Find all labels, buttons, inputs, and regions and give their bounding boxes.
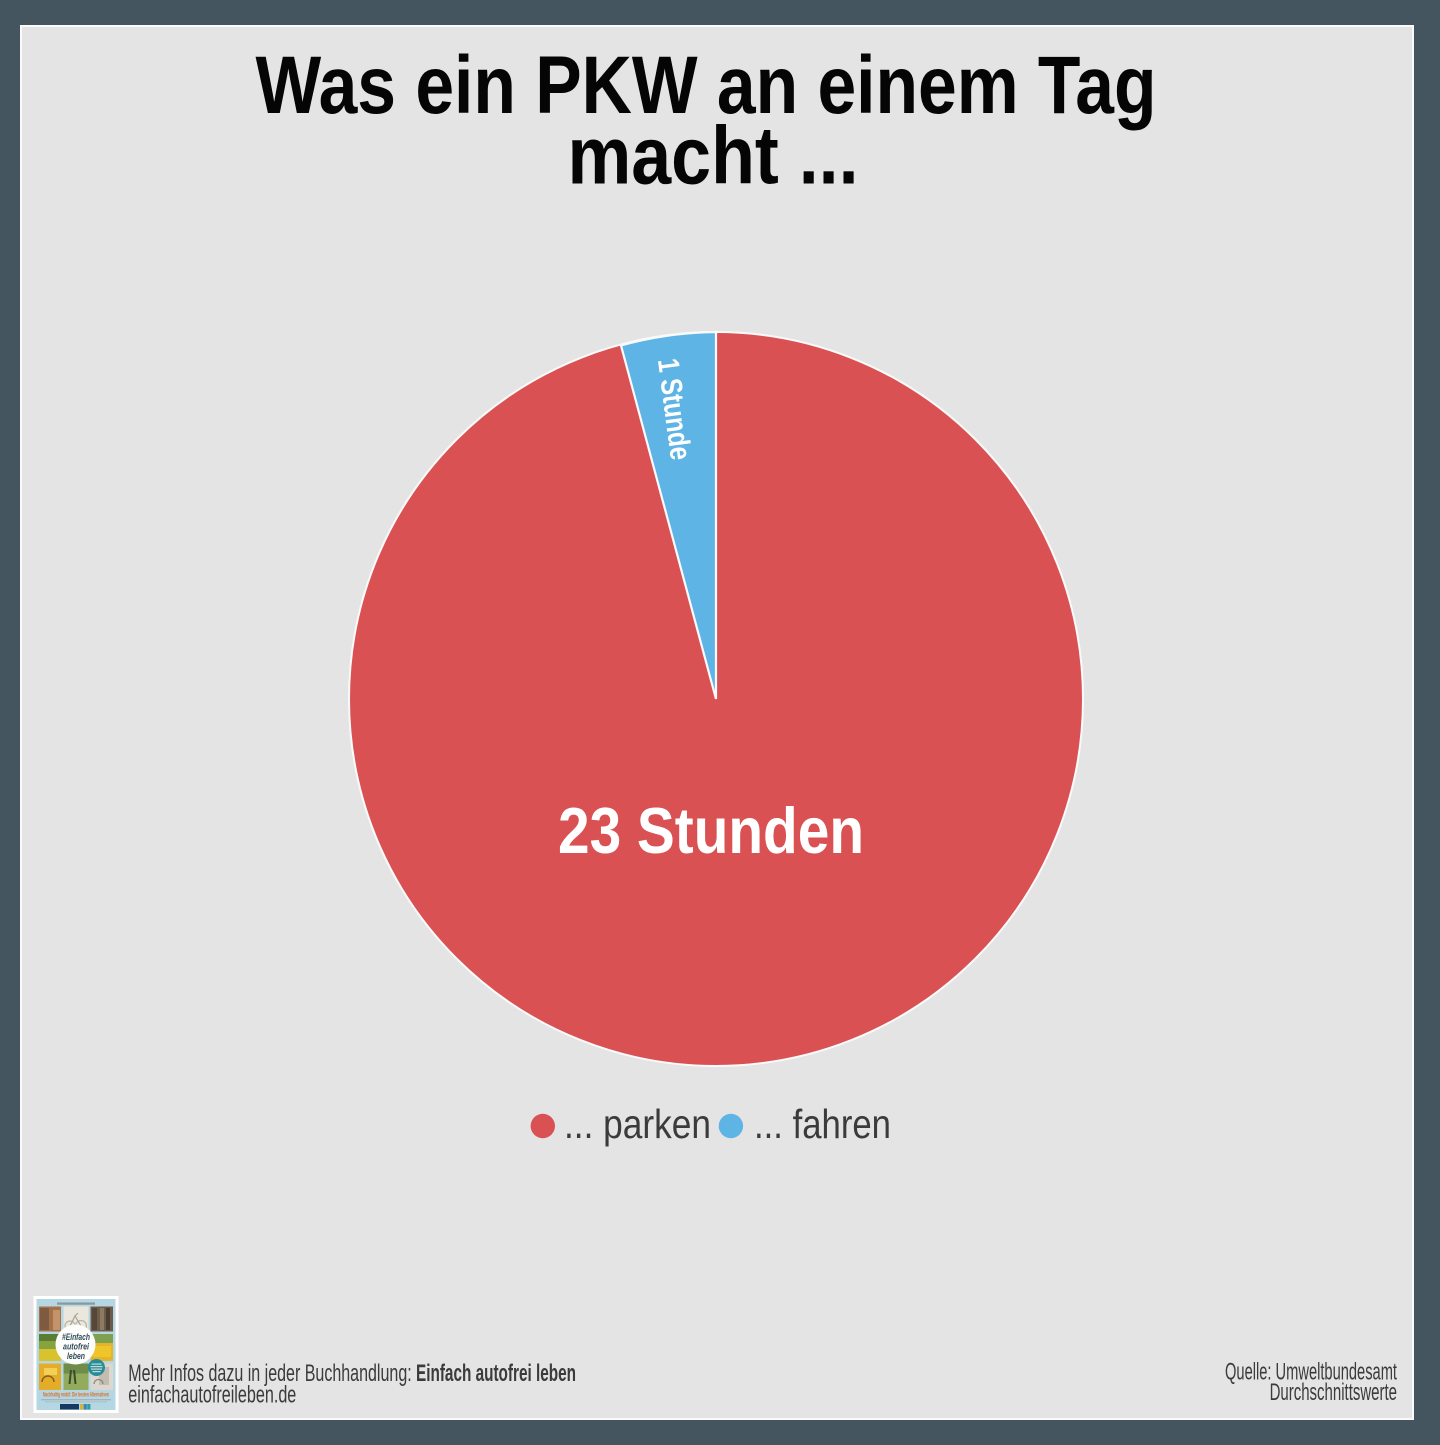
svg-text:... parken: ... parken — [564, 1101, 711, 1147]
svg-text:autofrei: autofrei — [63, 1342, 89, 1352]
svg-text:leben: leben — [67, 1351, 85, 1361]
svg-text:einfachautofreileben.de: einfachautofreileben.de — [128, 1382, 296, 1409]
svg-text:macht ...: macht ... — [568, 111, 859, 202]
svg-text:#Einfach: #Einfach — [62, 1332, 90, 1342]
svg-text:Was ein PKW an einem Tag: Was ein PKW an einem Tag — [256, 40, 1157, 131]
svg-text:Mehr Infos dazu in jeder Buchh: Mehr Infos dazu in jeder Buchhandlung: — [128, 1360, 411, 1387]
svg-text:Einfach autofrei leben: Einfach autofrei leben — [416, 1360, 576, 1387]
svg-text:... fahren: ... fahren — [754, 1101, 891, 1147]
svg-text:Quelle: Umweltbundesamt: Quelle: Umweltbundesamt — [1225, 1359, 1397, 1386]
svg-text:Nachhaltig mobil: Die besten A: Nachhaltig mobil: Die besten Alternative… — [43, 1393, 109, 1399]
svg-text:Durchschnittswerte: Durchschnittswerte — [1270, 1379, 1397, 1406]
svg-text:23 Stunden: 23 Stunden — [558, 794, 864, 867]
